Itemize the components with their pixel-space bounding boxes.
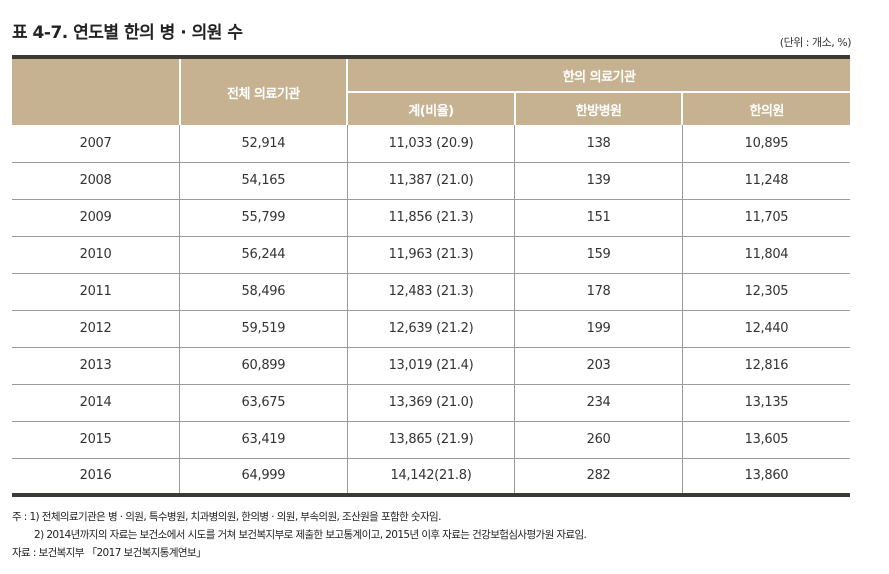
cell-hospital: 159 bbox=[514, 236, 683, 274]
table-row: 2008 54,165 11,387 (21.0) 139 11,248 bbox=[12, 162, 850, 200]
cell-total: 58,496 bbox=[179, 273, 348, 311]
cell-year: 2012 bbox=[12, 310, 180, 348]
cell-hospital: 260 bbox=[514, 421, 683, 459]
cell-year: 2013 bbox=[12, 347, 180, 385]
cell-sum: 12,483 (21.3) bbox=[346, 273, 515, 311]
cell-clinic: 12,305 bbox=[681, 273, 850, 311]
header-hospital: 한방병원 bbox=[513, 91, 683, 125]
cell-clinic: 11,804 bbox=[681, 236, 850, 274]
cell-sum: 11,387 (21.0) bbox=[346, 162, 515, 200]
cell-year: 2016 bbox=[12, 458, 180, 497]
cell-hospital: 282 bbox=[514, 458, 683, 497]
cell-hospital: 199 bbox=[514, 310, 683, 348]
footnotes: 주 : 1) 전체의료기관은 병 · 의원, 특수병원, 치과병의원, 한의병 … bbox=[12, 508, 587, 562]
table-row: 2016 64,999 14,142(21.8) 282 13,860 bbox=[12, 458, 850, 497]
cell-year: 2015 bbox=[12, 421, 180, 459]
cell-clinic: 11,705 bbox=[681, 199, 850, 237]
cell-clinic: 13,860 bbox=[681, 458, 850, 497]
cell-hospital: 234 bbox=[514, 384, 683, 422]
cell-total: 63,419 bbox=[179, 421, 348, 459]
table-title: 표 4-7. 연도별 한의 병 · 의원 수 bbox=[12, 23, 243, 43]
table-row: 2013 60,899 13,019 (21.4) 203 12,816 bbox=[12, 347, 850, 385]
cell-total: 52,914 bbox=[179, 125, 348, 163]
cell-total: 64,999 bbox=[179, 458, 348, 497]
unit-label: (단위 : 개소, %) bbox=[779, 36, 852, 49]
header-clinic: 한의원 bbox=[681, 91, 850, 125]
cell-total: 63,675 bbox=[179, 384, 348, 422]
note-1: 주 : 1) 전체의료기관은 병 · 의원, 특수병원, 치과병의원, 한의병 … bbox=[12, 511, 441, 523]
cell-year: 2011 bbox=[12, 273, 180, 311]
cell-clinic: 11,248 bbox=[681, 162, 850, 200]
cell-sum: 11,856 (21.3) bbox=[346, 199, 515, 237]
cell-total: 55,799 bbox=[179, 199, 348, 237]
cell-year: 2009 bbox=[12, 199, 180, 237]
note-2: 2) 2014년까지의 자료는 보건소에서 시도를 거쳐 보건복지부로 제출한 … bbox=[34, 529, 587, 541]
cell-hospital: 151 bbox=[514, 199, 683, 237]
cell-clinic: 12,816 bbox=[681, 347, 850, 385]
cell-total: 54,165 bbox=[179, 162, 348, 200]
cell-sum: 12,639 (21.2) bbox=[346, 310, 515, 348]
source-note: 자료 : 보건복지부 「2017 보건복지통계연보」 bbox=[12, 547, 207, 559]
header-korean-medicine: 한의 의료기관 bbox=[346, 55, 850, 92]
cell-clinic: 12,440 bbox=[681, 310, 850, 348]
cell-sum: 11,033 (20.9) bbox=[346, 125, 515, 163]
cell-year: 2008 bbox=[12, 162, 180, 200]
cell-hospital: 178 bbox=[514, 273, 683, 311]
table-row: 2012 59,519 12,639 (21.2) 199 12,440 bbox=[12, 310, 850, 348]
cell-year: 2014 bbox=[12, 384, 180, 422]
cell-clinic: 13,605 bbox=[681, 421, 850, 459]
table-row: 2011 58,496 12,483 (21.3) 178 12,305 bbox=[12, 273, 850, 311]
data-table: 전체 의료기관 한의 의료기관 계(비율) 한방병원 한의원 2007 52,91… bbox=[12, 55, 850, 497]
cell-sum: 13,865 (21.9) bbox=[346, 421, 515, 459]
cell-sum: 13,019 (21.4) bbox=[346, 347, 515, 385]
header-year bbox=[12, 55, 180, 125]
table-row: 2009 55,799 11,856 (21.3) 151 11,705 bbox=[12, 199, 850, 237]
cell-hospital: 139 bbox=[514, 162, 683, 200]
table-row: 2007 52,914 11,033 (20.9) 138 10,895 bbox=[12, 125, 850, 163]
cell-clinic: 13,135 bbox=[681, 384, 850, 422]
header-total: 전체 의료기관 bbox=[178, 55, 348, 125]
table-row: 2015 63,419 13,865 (21.9) 260 13,605 bbox=[12, 421, 850, 459]
cell-year: 2010 bbox=[12, 236, 180, 274]
cell-total: 56,244 bbox=[179, 236, 348, 274]
cell-sum: 14,142(21.8) bbox=[346, 458, 515, 497]
table-row: 2014 63,675 13,369 (21.0) 234 13,135 bbox=[12, 384, 850, 422]
cell-year: 2007 bbox=[12, 125, 180, 163]
header-sum: 계(비율) bbox=[346, 91, 515, 125]
cell-hospital: 203 bbox=[514, 347, 683, 385]
cell-sum: 11,963 (21.3) bbox=[346, 236, 515, 274]
table-row: 2010 56,244 11,963 (21.3) 159 11,804 bbox=[12, 236, 850, 274]
cell-hospital: 138 bbox=[514, 125, 683, 163]
cell-total: 59,519 bbox=[179, 310, 348, 348]
cell-sum: 13,369 (21.0) bbox=[346, 384, 515, 422]
cell-total: 60,899 bbox=[179, 347, 348, 385]
cell-clinic: 10,895 bbox=[681, 125, 850, 163]
